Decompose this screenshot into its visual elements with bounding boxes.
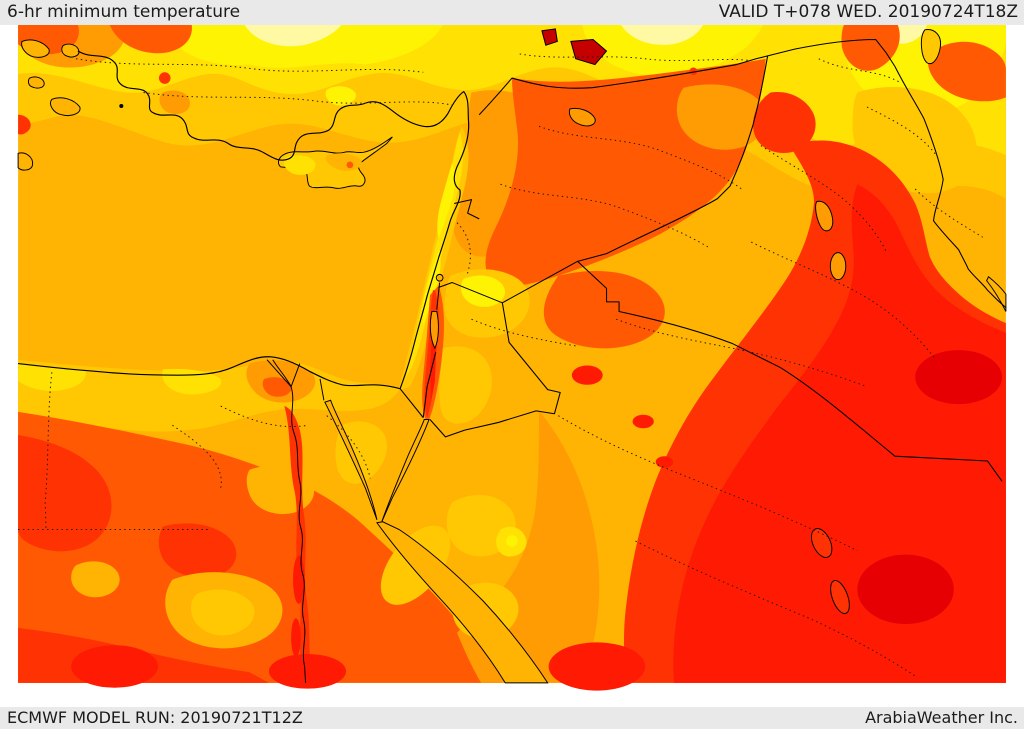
aegean-island-2 — [61, 43, 80, 58]
cyprus — [278, 136, 393, 189]
nile-river — [272, 359, 307, 683]
gulf-of-aqaba — [381, 419, 430, 522]
mediterranean-coast — [18, 50, 470, 390]
model-run-label: ECMWF MODEL RUN: 20190721T12Z — [7, 708, 303, 727]
red-sea — [376, 521, 549, 684]
valid-time-label: VALID T+078 WED. 20190724T18Z — [718, 2, 1018, 22]
temperature-bands — [18, 25, 1006, 691]
israel-egypt-border — [399, 388, 424, 418]
karpathos-island — [17, 152, 34, 171]
lake-assad — [568, 107, 596, 127]
coastlines — [18, 50, 470, 683]
dead-sea — [429, 311, 439, 350]
nile-delta-branches — [266, 359, 301, 388]
ataturk-reservoir — [541, 28, 558, 46]
turkey-syria-iraq-border — [478, 38, 896, 116]
water-bodies — [324, 276, 1007, 684]
country-borders — [399, 38, 1007, 482]
provider-credit: ArabiaWeather Inc. — [865, 708, 1018, 727]
temperature-field-map — [17, 25, 1007, 691]
lebanon-syria-border — [454, 199, 480, 220]
lake-tharthar — [815, 200, 834, 232]
aegean-island-3 — [27, 76, 45, 89]
admin-boundaries — [18, 53, 983, 677]
jordan-syria-border — [438, 282, 503, 304]
iraq-iran-border — [894, 66, 1007, 309]
map-title: 6-hr minimum temperature — [7, 2, 241, 22]
aegean-island-1 — [21, 39, 50, 58]
jordan-iraq-saudi-border — [502, 260, 1003, 482]
rhodes-island — [50, 97, 81, 117]
lake-urmia — [920, 29, 942, 65]
israel-jordan-arava — [422, 351, 437, 418]
turkey-reservoir — [570, 38, 608, 66]
persian-gulf-tip — [986, 276, 1007, 312]
syria-iraq-border — [577, 55, 769, 262]
lakes — [429, 28, 942, 615]
small-island-dot — [119, 104, 124, 109]
suez-canal — [319, 378, 325, 401]
sea-of-galilee — [435, 273, 444, 282]
title-bar: 6-hr minimum temperature VALID T+078 WED… — [0, 0, 1024, 25]
jordan-saudi-border — [429, 302, 561, 438]
gulf-of-suez — [324, 399, 378, 521]
weather-map — [0, 25, 1024, 707]
salt-flat-2 — [830, 580, 850, 615]
lake-razzaza — [829, 252, 847, 281]
islands — [17, 39, 124, 171]
footer-bar: ECMWF MODEL RUN: 20190721T12Z ArabiaWeat… — [0, 707, 1024, 729]
